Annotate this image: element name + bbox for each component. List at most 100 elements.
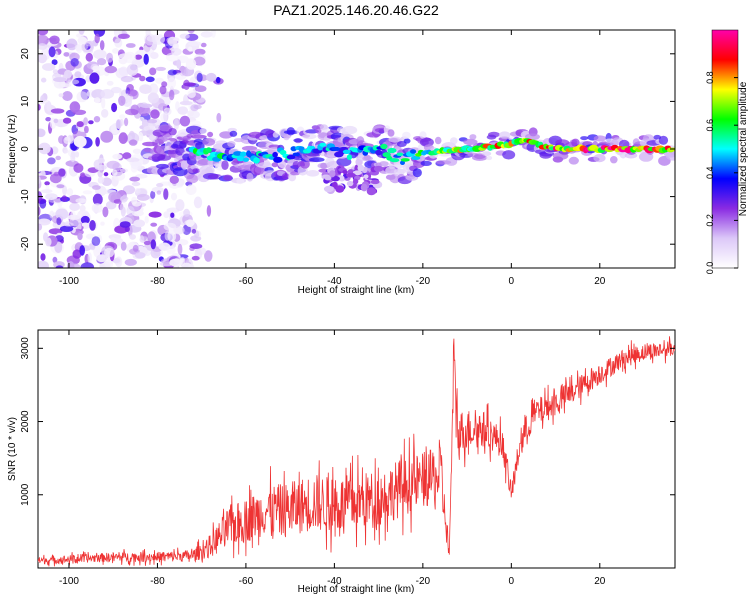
spectrogram-x-tick-label: -20 <box>416 276 431 287</box>
spectral-blob <box>79 205 86 212</box>
spectral-blob <box>183 208 191 217</box>
spectral-blob <box>122 194 127 199</box>
spectral-blob <box>48 46 56 58</box>
spectral-blob <box>167 77 177 89</box>
spectral-blob <box>95 137 100 147</box>
snr-x-tick-label: -60 <box>239 576 254 587</box>
spectral-blob <box>55 208 69 220</box>
spectral-blob <box>53 80 66 89</box>
spectral-blob <box>166 207 180 214</box>
spectral-blob <box>159 85 167 95</box>
spectral-blob <box>101 109 109 118</box>
snr-y-tick-label: 2000 <box>20 410 31 433</box>
spectral-blob <box>320 162 328 169</box>
spectral-blob <box>223 174 233 181</box>
spectral-blob <box>58 93 64 98</box>
spectral-blob <box>124 258 137 266</box>
spectral-blob <box>102 206 109 218</box>
spectral-blob <box>97 58 107 66</box>
spectral-blob <box>97 176 105 184</box>
spectral-blob <box>185 184 197 195</box>
spectral-blob <box>319 124 328 131</box>
spectral-blob <box>40 95 45 103</box>
snr-y-axis: 1000 2000 3000 <box>20 337 675 506</box>
spectral-blob <box>39 199 47 209</box>
spectral-blob <box>119 221 131 228</box>
spectral-blob <box>156 163 169 169</box>
spectral-blob <box>100 89 115 99</box>
spectral-blob <box>175 199 185 212</box>
spectral-blob <box>194 48 206 56</box>
spectral-blob <box>41 77 47 83</box>
spectral-blob <box>59 225 74 232</box>
spectral-blob <box>163 134 173 140</box>
spectral-blob <box>70 210 76 221</box>
spectral-blob <box>69 202 80 211</box>
spectral-blob <box>434 136 442 145</box>
spectral-blob <box>147 92 159 104</box>
spectral-blob <box>158 124 173 132</box>
spectral-blob <box>131 181 141 187</box>
spectral-blob <box>73 135 87 148</box>
spectral-blob <box>335 185 345 193</box>
spectral-blob <box>130 161 142 170</box>
spectral-blob <box>150 190 156 199</box>
spectral-blob <box>366 187 377 196</box>
spectral-blob <box>134 54 143 60</box>
ridge-blob <box>410 149 417 154</box>
spectral-blob <box>62 185 68 196</box>
spectral-blob <box>246 172 254 182</box>
ridge-blob <box>242 157 249 162</box>
spectral-blob <box>80 172 86 178</box>
spectral-blob <box>82 190 93 195</box>
spectral-blob <box>346 172 356 178</box>
spectral-blob <box>75 44 82 52</box>
spectral-blob <box>52 69 59 75</box>
spectral-blob <box>346 180 354 187</box>
colorbar-tick-label: 0.8 <box>705 71 715 84</box>
spectral-blob <box>182 224 191 236</box>
spectral-blob <box>463 138 478 145</box>
spectral-blob <box>73 163 84 173</box>
spectrogram-x-tick-label: -80 <box>150 276 165 287</box>
ridge-blob <box>396 152 404 157</box>
spectral-blob <box>188 46 193 52</box>
spectral-blob <box>104 247 115 258</box>
spectral-blob <box>196 72 203 83</box>
spectral-blob <box>139 84 152 94</box>
spectral-blob <box>118 132 128 144</box>
spectral-blob <box>110 237 116 243</box>
spectral-blob <box>139 75 146 82</box>
spectrogram-x-tick-label: -60 <box>239 276 254 287</box>
spectral-blob <box>101 97 106 109</box>
spectral-blob <box>539 151 552 159</box>
spectral-blob <box>336 157 352 167</box>
spectral-blob <box>127 89 138 97</box>
spectral-blob <box>42 63 56 71</box>
spectral-blob <box>49 35 60 45</box>
spectral-blob <box>151 186 164 193</box>
spectral-blob <box>63 149 69 154</box>
spectral-blob <box>126 64 139 76</box>
spectral-blob <box>420 160 432 166</box>
spectral-blob <box>281 173 290 180</box>
spectral-blob <box>149 67 157 76</box>
spectral-blob <box>80 262 95 268</box>
spectral-blob <box>168 128 177 136</box>
snr-x-label: Height of straight line (km) <box>298 584 415 595</box>
spectral-blob <box>85 52 94 62</box>
spectral-blob <box>38 260 49 268</box>
spectrogram-x-label: Height of straight line (km) <box>298 285 415 296</box>
spectral-blob <box>125 108 139 116</box>
spectral-blob <box>309 157 325 163</box>
spectral-blob <box>272 131 279 138</box>
spectral-blob <box>593 154 606 163</box>
spectrogram-x-tick-label: -100 <box>59 276 79 287</box>
ridge-blob <box>387 147 397 154</box>
ridge-blob <box>279 149 287 156</box>
spectral-blob <box>169 175 179 184</box>
spectral-blob <box>185 58 197 70</box>
spectral-blob <box>72 249 82 259</box>
spectral-blob <box>132 148 142 154</box>
spectral-blob <box>360 183 368 192</box>
